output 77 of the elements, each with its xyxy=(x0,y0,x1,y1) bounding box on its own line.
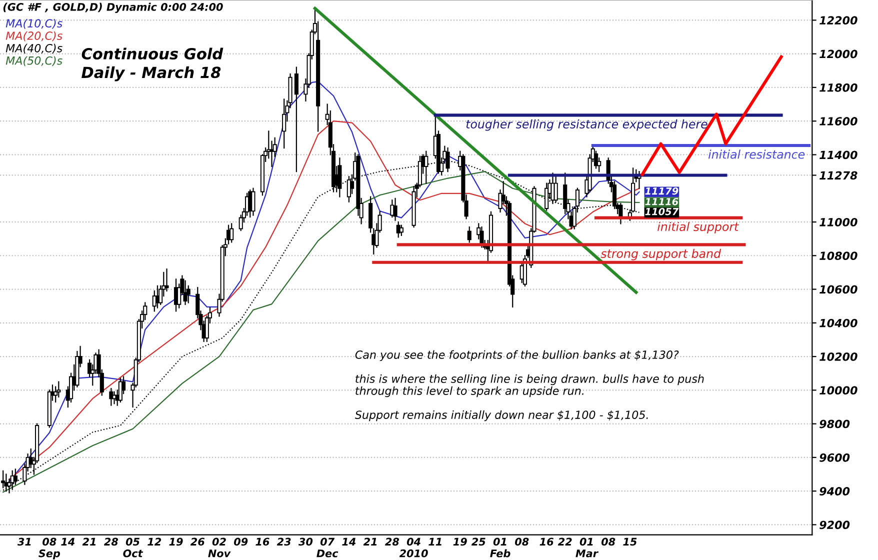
candlestick xyxy=(251,188,256,216)
y-tick-label: 11600 xyxy=(820,117,858,126)
x-tick-label: 16 xyxy=(540,538,554,546)
x-tick-label: 31 xyxy=(17,538,31,546)
data-label: 11179 xyxy=(645,187,678,195)
x-tick-label: 08 Sep xyxy=(38,538,60,560)
x-tick-label: 26 xyxy=(190,538,205,546)
candlestick xyxy=(294,66,298,172)
x-tick-label: 11 xyxy=(428,538,442,546)
data-label: 11116 xyxy=(645,198,678,206)
y-tick-label: 11000 xyxy=(820,218,858,226)
x-tick-label: 19 xyxy=(169,538,183,546)
y-tick-label: 11400 xyxy=(820,150,858,160)
y-tick-label: 10200 xyxy=(820,352,858,361)
x-tick-label: 28 xyxy=(104,538,118,546)
candlestick xyxy=(544,182,549,211)
annotation: initial support xyxy=(658,222,740,234)
x-tick-label: 15 xyxy=(623,538,637,546)
text: MA(10,C)s xyxy=(6,18,62,29)
candlestick xyxy=(480,226,484,248)
x-tick-label: 12 xyxy=(148,538,162,546)
candlestick xyxy=(270,140,274,168)
y-tick-label: 9600 xyxy=(820,453,850,462)
text: MA(40,C)s xyxy=(6,44,62,54)
x-tick-label: 23 xyxy=(276,538,291,546)
y-tick-label: 9800 xyxy=(820,420,850,428)
x-tick-label: 01 Mar xyxy=(576,538,599,558)
y-tick-label: 11278 xyxy=(820,171,858,180)
text: MA(20,C)s xyxy=(6,31,62,42)
candlestick xyxy=(346,176,351,202)
x-tick-label: 14 xyxy=(342,538,356,546)
x-tick-label: 14 xyxy=(61,538,75,546)
y-tick-label: 10000 xyxy=(820,386,858,395)
candlestick xyxy=(112,391,116,404)
x-tick-label: 07 Dec xyxy=(316,538,338,558)
x-tick-label: 02 Nov xyxy=(208,538,231,558)
text: Continuous Gold xyxy=(82,48,224,60)
x-tick-label: 16 xyxy=(256,538,270,546)
x-tick-label: 04 2010 xyxy=(399,538,428,558)
candlestick xyxy=(399,224,404,236)
annotation: Can you see the footprints of the bullion banks at $1,130? this is where the selling line is being drawn. bulls have to push through this level to spark an upside run. Support remains initially down near $1,100 - $1,105. xyxy=(354,350,704,422)
y-tick-label: 9200 xyxy=(820,520,850,530)
annotation: (GC #F , GOLD,D) Dynamic 0:00 24:00 xyxy=(3,2,223,13)
y-tick-label: 9400 xyxy=(820,487,850,496)
candlestick xyxy=(230,223,234,243)
x-tick-label: 28 xyxy=(385,538,400,546)
x-tick-label: 30 xyxy=(298,538,313,546)
x-tick-label: 21 xyxy=(82,538,96,546)
candlestick xyxy=(266,130,271,159)
y-tick-label: 12200 xyxy=(820,16,858,25)
text: MA(50,C)s xyxy=(6,56,62,66)
x-tick-label: 05 Oct xyxy=(123,538,144,558)
candlestick xyxy=(282,98,286,149)
x-tick-label: 08 xyxy=(601,538,616,546)
x-tick-label: 22 xyxy=(558,538,572,546)
data-label: 11057 xyxy=(645,208,679,216)
x-tick-label: 19 xyxy=(453,538,467,546)
annotation: initial resistance xyxy=(708,150,805,159)
candlestick xyxy=(597,158,602,172)
y-tick-label: 10400 xyxy=(820,318,858,328)
x-tick-label: 21 xyxy=(363,538,377,546)
x-tick-label: 09 xyxy=(234,538,248,546)
x-tick-label: 25 xyxy=(471,538,486,546)
candlestick xyxy=(554,174,558,202)
y-tick-label: 12000 xyxy=(820,50,858,58)
x-tick-label: 01 Feb xyxy=(490,538,510,558)
candlestick xyxy=(467,226,472,243)
annotation: strong support band xyxy=(600,248,722,260)
y-tick-label: 11800 xyxy=(820,83,858,92)
candlestick xyxy=(164,268,169,292)
annotation: tougher selling resistance expected here xyxy=(466,119,708,131)
x-tick-label: 08 xyxy=(515,538,529,546)
y-tick-label: 10600 xyxy=(820,285,858,294)
candlestick xyxy=(393,198,398,221)
text: Daily - March 18 xyxy=(82,66,221,82)
candlestick xyxy=(13,468,18,485)
y-tick-label: 10800 xyxy=(820,252,858,260)
